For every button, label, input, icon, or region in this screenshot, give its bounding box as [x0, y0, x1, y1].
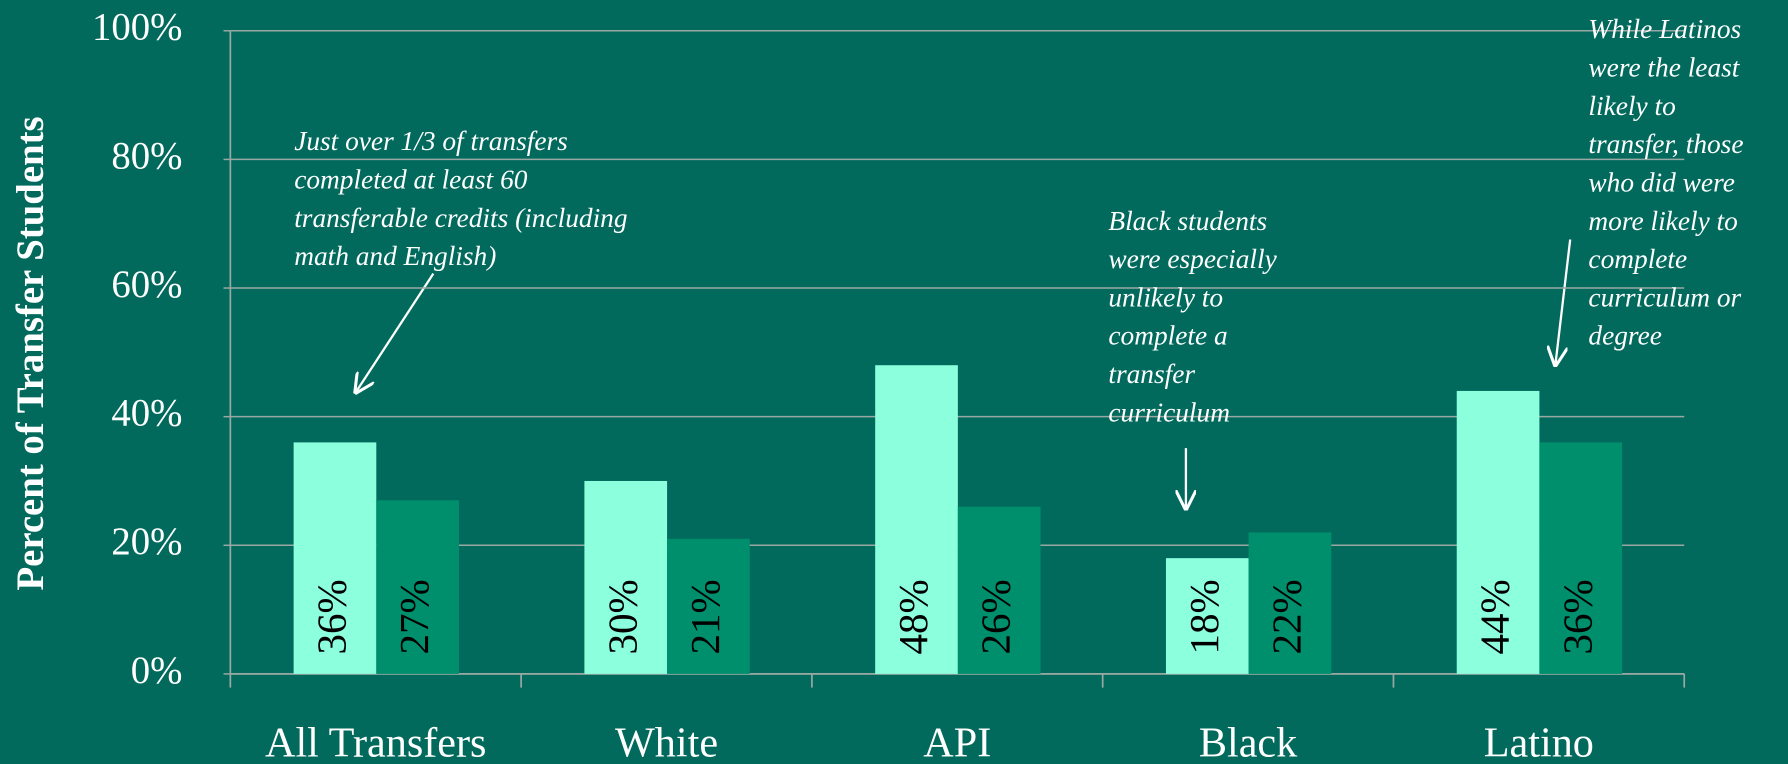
value-label: 18%	[1181, 579, 1227, 654]
value-label: 22%	[1264, 579, 1310, 654]
bar	[1165, 558, 1249, 674]
value-label: 30%	[599, 579, 645, 654]
x-tick-label: Black	[1199, 720, 1298, 764]
annotation: completed at least 60	[294, 164, 528, 194]
value-label: 21%	[682, 579, 728, 654]
bar	[667, 538, 750, 674]
annotation: more likely to	[1588, 206, 1737, 236]
annotation: transfer	[1108, 359, 1195, 389]
value-label: 36%	[1554, 579, 1600, 654]
annotation: unlikely to	[1108, 282, 1223, 312]
x-tick-label: White	[615, 720, 718, 764]
y-tick-label: 100%	[92, 6, 182, 49]
annotation: While Latinos	[1588, 14, 1741, 44]
x-tick-label: Latino	[1484, 720, 1594, 764]
annotation: transfer, those	[1588, 129, 1743, 159]
value-label: 48%	[890, 579, 936, 654]
bar	[1248, 532, 1332, 674]
value-label: 27%	[391, 579, 437, 654]
y-tick-label: 0%	[131, 649, 183, 692]
annotation: curriculum or	[1588, 282, 1741, 312]
bar	[1456, 390, 1540, 674]
annotation: were especially	[1108, 244, 1277, 274]
annotation: transferable credits (including	[294, 203, 627, 233]
value-label: 44%	[1472, 579, 1518, 654]
bar	[293, 442, 377, 674]
y-tick-label: 60%	[111, 263, 182, 306]
annotation: Just over 1/3 of transfers	[294, 126, 568, 156]
x-tick-label: API	[923, 720, 991, 764]
bar	[376, 500, 459, 674]
bar	[1539, 442, 1623, 674]
annotation: complete	[1588, 244, 1687, 274]
arrow	[356, 273, 435, 393]
y-tick-label: 80%	[111, 134, 182, 177]
annotation: math and English)	[294, 241, 496, 271]
value-label: 26%	[973, 579, 1019, 654]
bar	[584, 480, 668, 674]
annotation: likely to	[1588, 91, 1675, 121]
bar	[875, 365, 958, 674]
bar	[957, 506, 1041, 674]
annotation: Black students	[1108, 206, 1267, 236]
annotation: were the least	[1588, 53, 1740, 83]
y-tick-label: 20%	[111, 520, 182, 563]
x-tick-label: All Transfers	[265, 720, 487, 764]
annotation: degree	[1588, 321, 1661, 351]
y-axis-label: Percent of Transfer Students	[9, 116, 52, 590]
annotation: curriculum	[1108, 397, 1230, 427]
y-tick-label: 40%	[111, 392, 182, 435]
arrow	[1555, 239, 1572, 364]
value-label: 36%	[309, 579, 355, 654]
annotation: complete a	[1108, 321, 1227, 351]
annotation: who did were	[1588, 167, 1734, 197]
